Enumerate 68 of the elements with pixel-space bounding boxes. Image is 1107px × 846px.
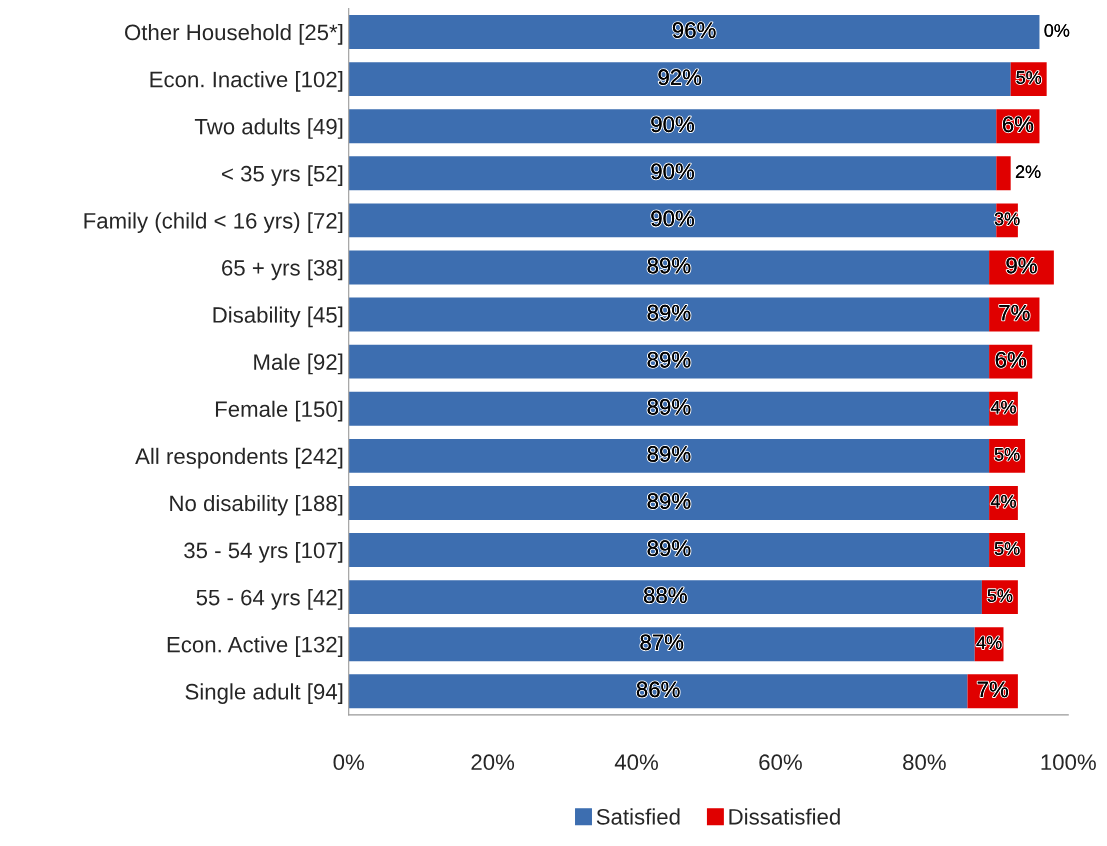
legend-label: Dissatisfied bbox=[729, 808, 840, 825]
data-label: 6% bbox=[1002, 116, 1034, 133]
data-label: 4% bbox=[976, 636, 1002, 650]
data-label: 89% bbox=[647, 493, 691, 509]
data-label: 4% bbox=[990, 495, 1016, 508]
bar bbox=[348, 250, 990, 285]
y-tick-label: All respondents [242] bbox=[135, 447, 343, 469]
data-label: 7% bbox=[999, 304, 1030, 321]
y-tick-label: Econ. Active [132] bbox=[167, 636, 343, 657]
y-tick-label: No disability [188] bbox=[170, 494, 343, 516]
data-label: 92% bbox=[658, 69, 702, 86]
y-tick-label: Female [150] bbox=[215, 400, 343, 422]
bar bbox=[996, 156, 1011, 191]
x-tick-label: 80% bbox=[903, 754, 946, 771]
data-label: 0% bbox=[1044, 24, 1070, 37]
bar bbox=[348, 580, 982, 615]
data-label: 5% bbox=[994, 542, 1020, 555]
data-label: 5% bbox=[1016, 71, 1042, 84]
data-label: 90% bbox=[651, 116, 694, 133]
data-label: 5% bbox=[987, 589, 1013, 602]
bar bbox=[348, 297, 990, 332]
x-tick-label: 0% bbox=[333, 754, 364, 771]
bar bbox=[348, 485, 990, 520]
data-label: 87% bbox=[640, 634, 684, 651]
bar bbox=[348, 62, 1011, 97]
y-tick-label: Family (child < 16 yrs) [72] bbox=[84, 212, 343, 234]
bar bbox=[348, 533, 990, 567]
y-tick-label: Male [92] bbox=[254, 353, 343, 375]
data-label: 89% bbox=[647, 257, 691, 274]
data-label: 7% bbox=[977, 681, 1008, 698]
data-label: 4% bbox=[990, 400, 1016, 414]
y-tick-label: Disability [45] bbox=[213, 306, 343, 328]
y-tick-label: 55 - 64 yrs [42] bbox=[196, 589, 343, 610]
bar bbox=[348, 15, 1040, 49]
legend-label: Satisfied bbox=[596, 808, 680, 825]
data-label: 88% bbox=[644, 587, 687, 604]
bar bbox=[348, 203, 997, 238]
data-label: 89% bbox=[647, 446, 691, 462]
x-tick-label: 60% bbox=[759, 754, 802, 771]
y-tick-label: 65 + yrs [38] bbox=[222, 259, 343, 281]
y-tick-label: Single adult [94] bbox=[185, 683, 343, 704]
data-label: 86% bbox=[636, 681, 680, 698]
data-label: 89% bbox=[647, 398, 691, 415]
bar bbox=[348, 344, 990, 379]
bar bbox=[348, 391, 990, 426]
data-label: 9% bbox=[1006, 257, 1037, 274]
bar bbox=[348, 674, 968, 709]
x-tick-label: 20% bbox=[471, 754, 515, 771]
data-label: 2% bbox=[1015, 165, 1041, 179]
y-tick-label: Other Household [25*] bbox=[125, 23, 343, 45]
data-label: 96% bbox=[672, 22, 716, 38]
x-tick-label: 100% bbox=[1041, 754, 1096, 771]
data-label: 90% bbox=[651, 210, 694, 227]
y-tick-label: Econ. Inactive [102] bbox=[150, 71, 343, 92]
y-tick-label: Two adults [49] bbox=[194, 118, 343, 139]
y-tick-label: < 35 yrs [52] bbox=[222, 165, 343, 186]
bar bbox=[348, 438, 990, 473]
data-label: 89% bbox=[647, 540, 691, 557]
data-label: 89% bbox=[647, 351, 691, 368]
x-tick-label: 40% bbox=[614, 754, 658, 771]
data-label: 90% bbox=[651, 163, 694, 180]
data-label: 5% bbox=[994, 447, 1020, 461]
bar bbox=[348, 156, 997, 191]
bar bbox=[348, 627, 975, 662]
bar bbox=[348, 109, 997, 144]
data-label: 6% bbox=[995, 351, 1026, 368]
data-label: 89% bbox=[647, 304, 691, 321]
y-tick-label: 35 - 54 yrs [107] bbox=[184, 541, 343, 563]
